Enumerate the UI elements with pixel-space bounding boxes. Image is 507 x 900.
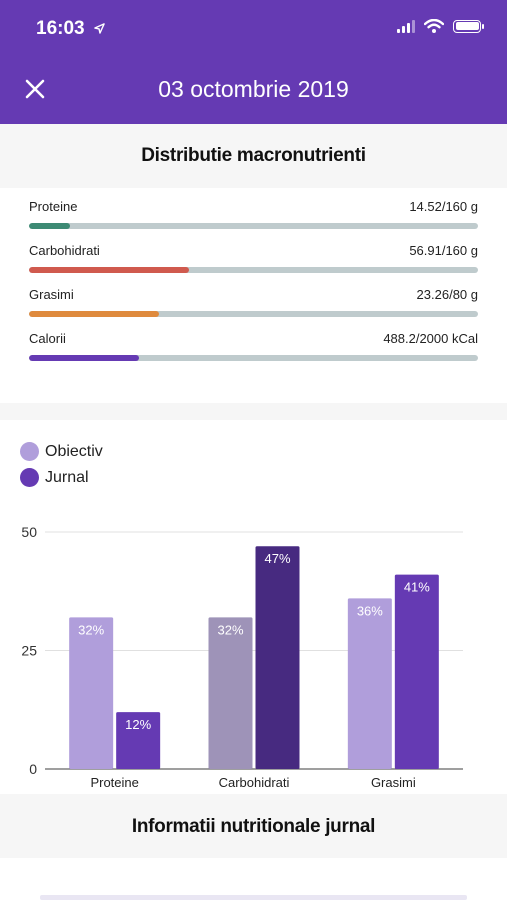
bar-jurnal-grasimi[interactable]: [394, 574, 439, 769]
page-title: 03 octombrie 2019: [158, 76, 349, 102]
bar-data-label: 32%: [78, 622, 104, 637]
bar-data-label: 32%: [217, 622, 243, 637]
progress-track: [29, 267, 478, 273]
macro-value: 488.2/2000 kCal: [383, 331, 478, 346]
status-time-text: 16:03: [36, 18, 85, 39]
progress-track: [29, 223, 478, 229]
legend-item-obiectiv[interactable]: Obiectiv: [20, 442, 103, 461]
macro-label: Carbohidrati: [29, 243, 100, 258]
y-tick-label: 50: [21, 524, 37, 540]
progress-fill: [29, 267, 189, 273]
cellular-signal-icon: [397, 19, 415, 33]
macro-row-proteine: Proteine 14.52/160 g: [29, 199, 478, 235]
bar-data-label: 36%: [357, 603, 383, 618]
macro-bar-chart: 0 25 50 32% 12% Proteine 32% 47% Carbohidrati 36%…: [21, 524, 463, 790]
y-tick-label: 0: [29, 761, 37, 777]
close-icon: [25, 79, 45, 99]
content-card-edge: [40, 895, 467, 900]
battery-icon: [453, 19, 484, 33]
bar-obiectiv-grasimi[interactable]: [347, 598, 392, 769]
info-section-title: Informatii nutritionale jurnal: [131, 816, 376, 837]
bar-jurnal-proteine[interactable]: [116, 712, 161, 769]
macro-row-grasimi: Grasimi 23.26/80 g: [29, 287, 478, 323]
progress-track: [29, 311, 478, 317]
x-tick-label: Proteine: [90, 775, 138, 790]
legend-swatch-jurnal: [20, 468, 39, 487]
legend-swatch-obiectiv: [20, 442, 39, 461]
x-tick-label: Carbohidrati: [219, 775, 290, 790]
y-tick-label: 25: [21, 643, 37, 659]
macro-section-title: Distributie macronutrienti: [141, 145, 366, 166]
progress-fill: [29, 355, 139, 361]
x-tick-label: Grasimi: [371, 775, 416, 790]
macro-section-header: Distributie macronutrienti: [0, 124, 507, 188]
macro-label: Proteine: [29, 199, 78, 214]
bar-data-label: 41%: [404, 580, 430, 595]
status-icons: [397, 19, 484, 33]
macro-value: 14.52/160 g: [409, 199, 478, 214]
location-arrow-icon: [94, 22, 105, 37]
status-bar-time: 16:03: [36, 18, 105, 40]
legend-label: Jurnal: [45, 468, 89, 486]
wifi-icon: [424, 19, 444, 33]
macro-row-calorii: Calorii 488.2/2000 kCal: [29, 331, 478, 367]
progress-fill: [29, 223, 70, 229]
progress-track: [29, 355, 478, 361]
bar-data-label: 12%: [125, 717, 151, 732]
macro-label: Grasimi: [29, 287, 74, 302]
bar-data-label: 47%: [264, 551, 290, 566]
bar-jurnal-carbohidrati[interactable]: [255, 546, 300, 769]
bar-obiectiv-carbohidrati[interactable]: [208, 617, 253, 769]
macro-value: 23.26/80 g: [416, 287, 478, 302]
app-header: 16:03 03 octombrie 2019: [0, 0, 507, 124]
macro-label: Calorii: [29, 331, 66, 346]
progress-fill: [29, 311, 160, 317]
bar-obiectiv-proteine[interactable]: [69, 617, 114, 769]
info-section-header: Informatii nutritionale jurnal: [0, 794, 507, 858]
legend-item-jurnal[interactable]: Jurnal: [20, 468, 89, 487]
close-button[interactable]: [22, 76, 48, 102]
macro-row-carbohidrati: Carbohidrati 56.91/160 g: [29, 243, 478, 279]
macro-value: 56.91/160 g: [409, 243, 478, 258]
legend-label: Obiectiv: [45, 442, 103, 460]
section-divider: [0, 403, 507, 420]
